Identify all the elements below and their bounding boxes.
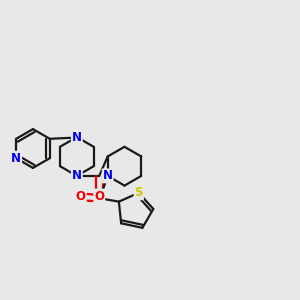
Text: O: O xyxy=(76,190,86,203)
Text: N: N xyxy=(11,152,21,165)
Text: O: O xyxy=(94,190,104,202)
Text: N: N xyxy=(103,169,113,182)
Text: S: S xyxy=(134,186,143,199)
Text: N: N xyxy=(72,130,82,144)
Text: N: N xyxy=(72,169,82,182)
